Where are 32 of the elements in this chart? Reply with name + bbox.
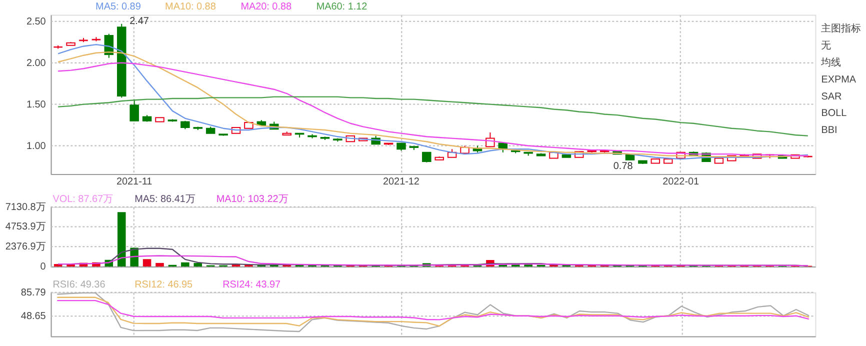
y-tick-label: 1.00	[26, 140, 46, 152]
y-tick-label: 7130.8万	[5, 202, 46, 213]
text: MA10: 0.88	[165, 2, 216, 13]
y-tick-label: 2376.9万	[5, 242, 46, 253]
y-tick-label: 85.79	[20, 287, 46, 298]
annotation: 2.47	[130, 16, 150, 27]
text: BBI	[821, 125, 838, 136]
y-tick-label: 2.50	[26, 16, 46, 28]
text: BOLL	[821, 108, 848, 120]
text: RSI24: 43.97	[222, 279, 282, 290]
text: MA5: 86.41万	[134, 194, 196, 205]
x-tick-label: 2021-12	[382, 176, 420, 188]
y-tick-label: 0	[40, 262, 46, 273]
text: MA60: 1.12	[316, 2, 368, 13]
x-tick-label: 2022-01	[662, 176, 700, 188]
text: EXPMA	[821, 74, 856, 86]
y-tick-label: 48.65	[20, 311, 46, 322]
text: MA10: 103.22万	[216, 194, 288, 205]
text: 均线	[820, 56, 842, 68]
y-tick-label: 2.00	[26, 58, 46, 69]
text: MA5: 0.89	[96, 2, 142, 13]
text: 无	[821, 40, 832, 52]
series-label: RSI6: 49.36	[52, 279, 106, 290]
text: SAR	[821, 91, 842, 102]
annotation: 0.78	[613, 161, 634, 172]
y-tick-label: 1.50	[26, 99, 46, 110]
text: VOL: 87.67万	[52, 194, 114, 205]
text: RSI12: 46.95	[134, 279, 194, 290]
y-tick-label: 4753.9万	[5, 222, 46, 233]
x-tick-label: 2021-11	[116, 176, 153, 188]
text: MA20: 0.88	[240, 2, 292, 13]
text: 主图指标	[821, 22, 862, 35]
